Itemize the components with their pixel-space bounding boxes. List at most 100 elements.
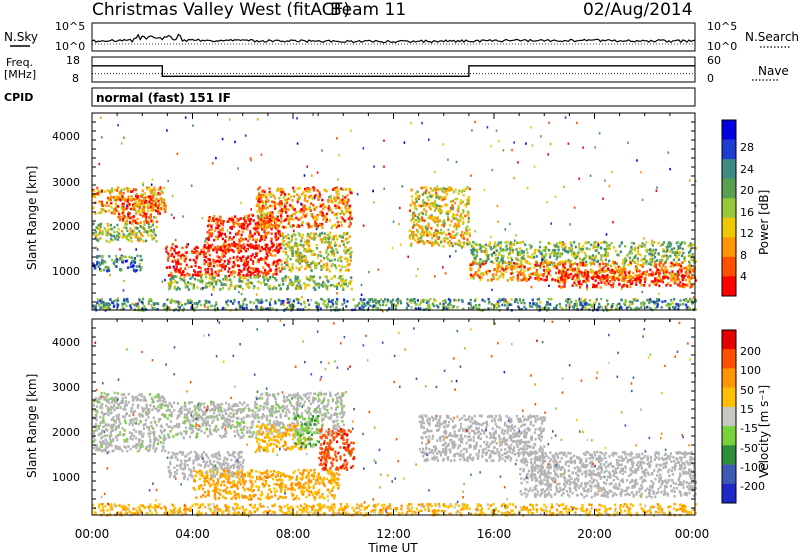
power-cell [237, 251, 240, 254]
power-cell [108, 306, 111, 310]
power-cell [555, 242, 558, 245]
power-cell [307, 241, 311, 244]
power-cell [429, 216, 432, 220]
power-cell [581, 307, 584, 311]
power-cell [337, 196, 340, 200]
power-cell [598, 264, 601, 268]
power-cell [388, 307, 391, 310]
power-cell [273, 285, 276, 288]
power-cell [624, 300, 627, 303]
power-cell [523, 266, 526, 269]
power-cell [127, 211, 130, 214]
power-cell [452, 234, 455, 238]
power-cell [689, 297, 692, 301]
power-cell [221, 226, 224, 230]
power-cell [457, 206, 460, 210]
power-cell [420, 216, 424, 220]
power-cell [254, 247, 257, 250]
power-cell [203, 303, 206, 307]
power-cell [423, 241, 426, 245]
power-cell [190, 283, 194, 286]
power-cell [637, 263, 640, 266]
power-cell [210, 293, 213, 296]
power-cell [117, 195, 120, 199]
power-cell [517, 258, 520, 262]
power-cell [315, 266, 318, 270]
power-cell [319, 307, 322, 310]
power-cell [437, 237, 440, 240]
power-cell [340, 239, 344, 243]
power-cell [207, 267, 210, 271]
power-cell [245, 261, 248, 264]
power-cell [358, 306, 361, 310]
power-cell [321, 214, 324, 217]
power-cell [325, 251, 328, 254]
power-cell [308, 234, 311, 237]
power-cell [249, 258, 252, 261]
power-cell [453, 236, 456, 239]
power-cell [202, 252, 205, 256]
power-cell [261, 200, 263, 203]
power-cell [306, 235, 310, 238]
power-cell [428, 231, 431, 234]
power-cell [255, 275, 258, 278]
power-cell [585, 277, 589, 280]
power-cell [278, 248, 281, 252]
power-cell [210, 234, 213, 238]
power-cell [312, 189, 316, 192]
power-cell [106, 189, 109, 192]
power-cell [242, 243, 245, 246]
power-cell [275, 238, 278, 242]
power-cell [323, 299, 326, 303]
power-cell [321, 285, 325, 288]
power-cell [283, 205, 286, 208]
power-cell [228, 274, 231, 278]
power-cell [585, 256, 588, 259]
power-cell [246, 268, 249, 271]
power-cell [530, 126, 532, 129]
power-cell [249, 157, 252, 160]
power-cell [125, 237, 129, 241]
power-cell [336, 220, 339, 224]
power-cell [603, 240, 606, 244]
power-cell [513, 141, 515, 144]
power-cell [336, 287, 339, 290]
power-cell [430, 233, 433, 236]
power-cell [291, 254, 294, 257]
power-cell [640, 283, 643, 287]
power-cell [449, 207, 452, 210]
power-cell [161, 280, 164, 283]
power-cell [565, 298, 568, 302]
power-cell [108, 240, 111, 244]
power-cell [691, 253, 694, 256]
power-cell [436, 185, 438, 188]
power-cell [490, 235, 492, 238]
power-cell [105, 201, 109, 205]
power-cell [223, 233, 226, 236]
power-cell [628, 273, 631, 276]
power-cell [467, 219, 470, 222]
power-cell [102, 260, 105, 264]
power-cell [585, 264, 588, 267]
power-cell [556, 264, 559, 268]
power-cell [576, 266, 579, 269]
power-cell [306, 188, 309, 191]
power-cell [546, 262, 549, 265]
power-cell [572, 255, 575, 258]
power-cell [557, 279, 560, 283]
power-cell [121, 256, 123, 259]
power-cell [249, 270, 252, 274]
power-cell [231, 216, 234, 220]
power-cell [428, 191, 431, 194]
power-cell [344, 265, 347, 268]
power-cell [201, 273, 204, 277]
power-cell [510, 298, 513, 301]
power-cell [236, 243, 240, 246]
power-cell [152, 220, 155, 224]
power-cell [519, 241, 522, 244]
power-cell [671, 262, 674, 266]
power-cell [341, 283, 344, 286]
power-cell [217, 259, 220, 263]
power-cell [489, 246, 492, 249]
power-cell [424, 191, 427, 194]
